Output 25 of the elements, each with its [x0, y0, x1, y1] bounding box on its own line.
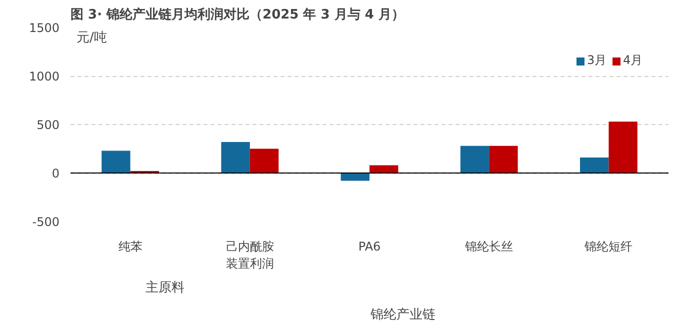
x-tick-label: 纯苯 [118, 240, 142, 254]
text: 锦纶产业链 [370, 308, 436, 322]
x-tick-label: PA6 [358, 240, 381, 254]
y-tick-label: 500 [36, 118, 60, 132]
bar [580, 157, 609, 173]
bar [102, 150, 130, 173]
y-tick-label: 1500 [28, 21, 60, 35]
bar [340, 173, 370, 181]
legend-label: 3月 [587, 52, 607, 69]
bar [608, 122, 638, 173]
bar [460, 146, 490, 173]
legend-label: 4月 [623, 52, 643, 69]
x-tick-label: 锦纶短纤 [584, 240, 633, 254]
bar [221, 142, 250, 173]
y-tick-label: 0 [52, 166, 60, 180]
y-tick-label: -500 [32, 215, 60, 229]
x-tick-label: 己内酰胺装置利润 [226, 240, 274, 270]
y-axis-title: 元/吨 [76, 30, 107, 46]
y-tick-label: 1000 [28, 70, 60, 84]
bar [489, 146, 518, 173]
x-tick-label: 锦纶长丝 [464, 240, 514, 254]
chart-title: 图 3· 锦纶产业链月均利润对比（2025 年 3 月与 4 月） [70, 6, 404, 22]
bar [370, 165, 398, 173]
text: 主原料 [146, 280, 184, 296]
bar [250, 148, 279, 173]
